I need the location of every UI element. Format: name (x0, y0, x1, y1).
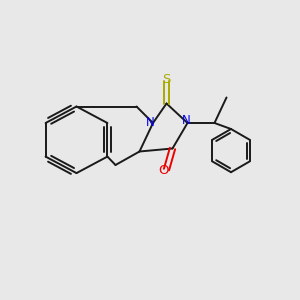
Text: N: N (146, 116, 155, 130)
Text: S: S (162, 73, 171, 86)
Text: O: O (158, 164, 169, 178)
Text: N: N (182, 114, 190, 127)
